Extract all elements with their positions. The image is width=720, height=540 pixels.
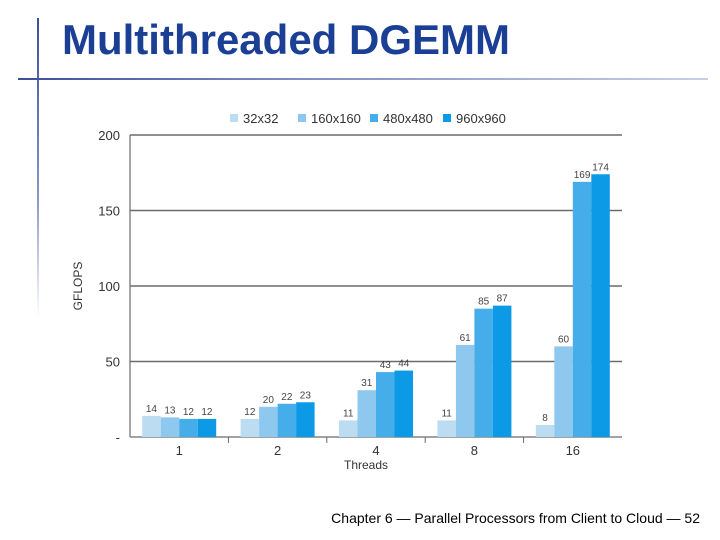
data-label: 174 xyxy=(592,162,609,173)
bar xyxy=(455,344,475,437)
legend-swatch xyxy=(370,114,378,122)
legend-swatch xyxy=(443,114,451,122)
data-label: 60 xyxy=(558,334,570,345)
y-tick-label: 100 xyxy=(98,279,120,294)
data-label: 13 xyxy=(164,405,176,416)
bar xyxy=(474,308,493,437)
data-label: 169 xyxy=(574,170,591,181)
bar xyxy=(492,305,512,437)
bar xyxy=(259,406,278,437)
bar xyxy=(179,418,198,437)
legend-label: 160x160 xyxy=(311,111,361,126)
bar xyxy=(296,402,315,437)
data-label: 12 xyxy=(244,407,256,418)
data-label: 23 xyxy=(300,390,312,401)
bar xyxy=(339,420,358,437)
legend-label: 480x480 xyxy=(383,111,433,126)
y-tick-label: 200 xyxy=(98,128,120,143)
title-rule-vertical xyxy=(37,18,39,318)
bar xyxy=(376,372,395,437)
bar xyxy=(554,346,573,437)
slide-title: Multithreaded DGEMM xyxy=(62,16,510,63)
data-label: 22 xyxy=(281,392,293,403)
bar xyxy=(572,181,592,437)
bar xyxy=(197,418,217,437)
data-label: 12 xyxy=(183,407,195,418)
x-axis-title: Threads xyxy=(344,458,388,472)
bar xyxy=(591,174,610,437)
bar xyxy=(394,370,413,437)
data-label: 20 xyxy=(263,395,275,406)
bar xyxy=(240,418,260,437)
x-tick-label: 1 xyxy=(176,443,183,458)
bar xyxy=(437,420,456,437)
x-tick-label: 8 xyxy=(471,443,478,458)
bar xyxy=(357,390,376,437)
slide-footer: Chapter 6 — Parallel Processors from Cli… xyxy=(331,510,700,526)
data-label: 43 xyxy=(380,360,392,371)
data-label: 8 xyxy=(542,413,548,424)
data-label: 61 xyxy=(460,333,472,344)
y-tick-label: 150 xyxy=(98,204,120,219)
data-label: 44 xyxy=(398,359,410,370)
x-tick-label: 2 xyxy=(274,443,281,458)
y-tick-label: - xyxy=(116,430,120,445)
legend-label: 32x32 xyxy=(243,111,278,126)
title-rule-horizontal xyxy=(18,78,708,80)
x-tick-label: 16 xyxy=(566,443,580,458)
x-tick-label: 4 xyxy=(372,443,379,458)
legend-swatch xyxy=(298,114,306,122)
data-label: 87 xyxy=(497,294,509,305)
data-label: 12 xyxy=(201,407,213,418)
y-axis-title: GFLOPS xyxy=(71,262,85,311)
bar xyxy=(535,424,555,437)
bar xyxy=(142,415,161,437)
bar xyxy=(277,403,297,437)
y-tick-label: 50 xyxy=(106,355,120,370)
data-label: 14 xyxy=(146,404,158,415)
data-label: 85 xyxy=(478,297,490,308)
data-label: 11 xyxy=(441,408,452,419)
data-label: 31 xyxy=(361,378,373,389)
bar xyxy=(160,417,180,437)
data-label: 11 xyxy=(343,408,354,419)
legend-label: 960x960 xyxy=(456,111,506,126)
legend-swatch xyxy=(230,114,238,122)
